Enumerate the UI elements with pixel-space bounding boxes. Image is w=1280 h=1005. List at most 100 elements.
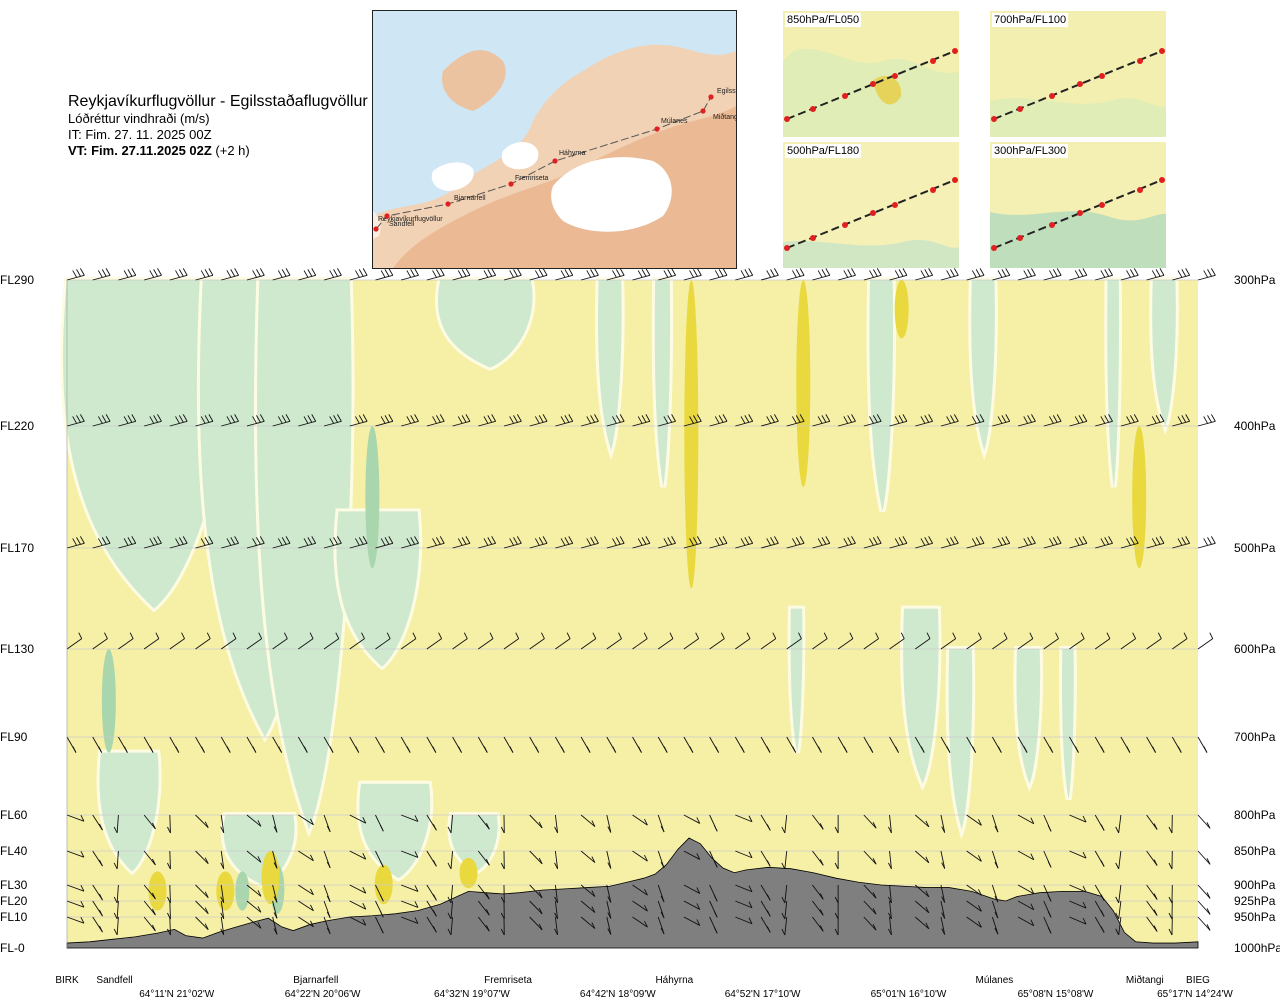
thumbnail-300hpa[interactable]: 300hPa/FL300 <box>990 142 1166 268</box>
wind-barb <box>375 274 393 281</box>
wind-barb-flag <box>181 632 185 639</box>
wind-barb-flag <box>1023 416 1029 424</box>
wind-barb-flag <box>1168 928 1173 936</box>
wind-barb-flag <box>1030 919 1035 926</box>
wind-barb-flag <box>817 270 823 278</box>
thumbnail-500hpa[interactable]: 500hPa/FL180 <box>783 142 959 268</box>
map-point-label: Miðtangi <box>713 113 736 121</box>
wind-barb-flag <box>534 416 540 424</box>
wind-barb <box>863 916 877 931</box>
wind-barb-flag <box>1206 924 1211 931</box>
wind-barb-flag <box>696 536 702 544</box>
wind-barb-flag <box>607 928 612 935</box>
wind-barb <box>683 916 701 926</box>
wind-barb-flag <box>689 746 694 753</box>
wind-barb-flag <box>1082 815 1087 823</box>
wind-barb <box>400 850 419 858</box>
wind-barb-flag <box>641 537 647 545</box>
wind-barb <box>143 884 156 900</box>
wind-barb <box>246 916 262 929</box>
wind-barb <box>400 884 419 892</box>
wind-barb-flag <box>825 268 831 276</box>
updraft-zone <box>1061 649 1074 800</box>
wind-barb <box>503 542 522 549</box>
wind-barb-flag <box>155 632 160 639</box>
wind-barb-flag <box>1210 536 1216 544</box>
wind-barb-flag <box>200 270 206 278</box>
wind-barb-flag <box>201 746 205 753</box>
wind-barb <box>195 274 214 281</box>
thumbnail-700-map <box>990 11 1166 137</box>
wind-barb-flag <box>946 746 951 753</box>
wind-barb-flag <box>99 823 103 831</box>
wind-barb-flag <box>821 537 827 545</box>
strong-downdraft-zone <box>148 871 167 911</box>
wind-barb-flag <box>946 416 952 424</box>
wind-barb <box>220 850 225 869</box>
wind-barb-flag <box>823 632 828 639</box>
wind-barb <box>735 850 753 859</box>
map-point <box>700 108 706 114</box>
wind-barb <box>195 638 211 650</box>
wind-barb-flag <box>663 416 669 424</box>
wind-barb-row <box>66 900 1211 920</box>
wind-barb-flag <box>1152 746 1156 753</box>
wind-barb <box>735 638 751 650</box>
wind-barb-flag <box>379 910 384 918</box>
wind-barb-flag <box>483 746 488 753</box>
wind-barb-flag <box>303 538 309 546</box>
wind-barb-flag <box>872 269 878 277</box>
wind-barb <box>1172 274 1190 281</box>
wind-barb-flag <box>994 861 999 869</box>
wind-barb <box>169 900 171 920</box>
wind-barb-flag <box>843 746 848 753</box>
wind-barb-flag <box>619 414 625 422</box>
wind-barb-flag <box>645 268 651 276</box>
updraft-zone <box>869 280 894 512</box>
wind-barb-flag <box>1130 269 1135 277</box>
wind-barb-flag <box>774 268 779 276</box>
wind-barb <box>118 542 136 549</box>
wind-barb-flag <box>748 536 754 544</box>
wind-barb-flag <box>500 928 505 936</box>
wind-barb-flag <box>875 632 879 639</box>
wind-barb-flag <box>307 415 313 423</box>
wind-barb <box>195 916 209 931</box>
wind-barb <box>914 900 930 914</box>
wind-barb <box>966 916 982 928</box>
wind-barb-flag <box>1132 632 1137 639</box>
wind-barb-flag <box>410 269 416 277</box>
thumbnail-850hpa[interactable]: 850hPa/FL050 <box>783 11 959 137</box>
wind-barb-flag <box>80 916 85 924</box>
wind-barb <box>1069 884 1087 893</box>
wind-barb <box>1146 884 1158 900</box>
updraft-zone <box>971 280 995 451</box>
wind-barb-flag <box>1157 632 1162 639</box>
wind-barb <box>272 900 278 919</box>
wind-barb-flag <box>432 746 437 753</box>
wind-barb-flag <box>1052 269 1058 277</box>
wind-barb <box>1043 638 1059 650</box>
wind-barb-flag <box>671 414 676 422</box>
wind-barb-flag <box>310 854 314 862</box>
wind-barb <box>784 900 788 919</box>
wind-barb-flag <box>1183 632 1188 639</box>
strong-downdraft-zone <box>216 871 235 911</box>
wind-barb <box>66 900 85 908</box>
wind-barb <box>478 638 494 650</box>
wind-barb <box>1017 850 1035 861</box>
wind-barb <box>143 542 162 549</box>
wind-barb-flag <box>997 746 1002 753</box>
wind-barb-flag <box>766 746 771 753</box>
wind-barb-flag <box>259 536 265 544</box>
wind-barb <box>580 274 599 281</box>
thumbnail-700hpa[interactable]: 700hPa/FL100 <box>990 11 1166 137</box>
flight-level-label: FL10 <box>0 910 28 924</box>
wind-barb <box>1017 638 1034 650</box>
wind-barb-flag <box>872 907 877 915</box>
wind-barb-flag <box>432 538 437 546</box>
wind-barb <box>683 274 702 281</box>
wind-barb <box>915 420 933 427</box>
station-label: Sandfell <box>96 975 133 986</box>
wind-barb-flag <box>997 538 1003 546</box>
